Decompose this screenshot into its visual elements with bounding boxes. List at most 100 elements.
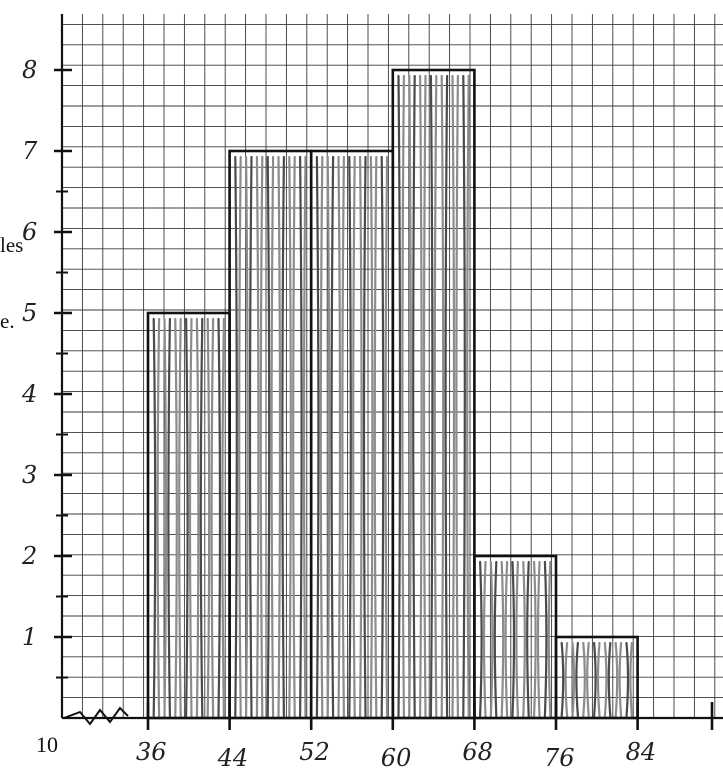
bar-shading-stroke xyxy=(292,155,296,718)
bar-shading-stroke xyxy=(326,155,331,718)
left-margin-fragment-1: les xyxy=(0,233,23,257)
x-tick-label: 44 xyxy=(217,744,249,772)
bar-shading-stroke xyxy=(618,641,623,718)
bar-shading-stroke xyxy=(536,560,541,718)
bar-shading-stroke xyxy=(352,155,356,718)
bar-shading-stroke xyxy=(504,560,509,718)
x-tick-label: 52 xyxy=(299,738,330,766)
y-axis-ticks: 1 2 3 4 5 6 7 8 xyxy=(21,56,72,679)
bar-shading-stroke xyxy=(412,74,416,718)
bar-shading-stroke xyxy=(625,641,630,718)
left-margin-fragment-2: e. xyxy=(0,309,15,333)
x-tick-label: 36 xyxy=(136,738,167,766)
bar-shading-stroke xyxy=(259,155,264,718)
y-tick-label: 6 xyxy=(22,218,37,246)
bar-shading-stroke xyxy=(167,317,171,718)
bar-shading-stroke xyxy=(341,155,345,718)
bar-shading-stroke xyxy=(489,560,494,718)
origin-label: 10 xyxy=(36,732,58,757)
bar-shading-stroke xyxy=(419,74,423,718)
y-tick-label: 5 xyxy=(22,299,37,327)
bar-shading-stroke xyxy=(582,641,586,718)
x-tick-label: 68 xyxy=(462,738,493,766)
y-tick-label: 8 xyxy=(22,56,37,84)
bar-shading-stroke xyxy=(614,641,619,718)
y-tick-label: 2 xyxy=(21,542,37,570)
bar-shading-stroke xyxy=(195,317,200,718)
bar-shading-stroke xyxy=(302,155,307,718)
bar-shading-stroke xyxy=(178,317,182,718)
bar-shading-stroke xyxy=(221,317,225,718)
bar-shading-stroke xyxy=(571,641,576,718)
histogram-bar-36-44 xyxy=(146,311,231,720)
bar-shading-stroke xyxy=(245,155,249,718)
bar-shading-stroke xyxy=(380,155,385,718)
bar-shading-stroke xyxy=(451,74,456,718)
bar-shading-stroke xyxy=(564,641,569,718)
bar-shading-stroke xyxy=(199,317,204,718)
bar-shading-stroke xyxy=(174,317,178,718)
bar-shading-stroke xyxy=(422,74,427,718)
bar-shading-stroke xyxy=(603,641,608,718)
bar-shading-stroke xyxy=(397,74,402,718)
bar-shading-stroke xyxy=(515,560,519,718)
bar-shading-stroke xyxy=(466,74,470,718)
histogram-bars xyxy=(146,68,639,720)
bar-shading-stroke xyxy=(315,155,320,718)
bar-shading-stroke xyxy=(511,560,516,718)
bar-shading-stroke xyxy=(522,560,526,718)
bar-shading-stroke xyxy=(206,317,211,718)
bar-shading-stroke xyxy=(444,74,449,718)
bar-shading-stroke xyxy=(156,317,161,718)
bar-shading-stroke xyxy=(330,155,335,718)
bar-shading-stroke xyxy=(288,155,292,718)
bar-shading-stroke xyxy=(543,560,548,718)
y-tick-label: 1 xyxy=(22,623,37,651)
histogram-bar-76-84 xyxy=(554,635,639,720)
axis-break-zigzag xyxy=(63,706,129,726)
bar-shading-stroke xyxy=(163,317,168,718)
bar-shading-stroke xyxy=(369,155,374,718)
y-tick-label: 4 xyxy=(21,380,37,408)
bar-shading-stroke xyxy=(533,560,537,718)
bar-shading-stroke xyxy=(248,155,253,718)
bar-shading-stroke xyxy=(337,155,342,718)
graph-paper-grid xyxy=(61,14,723,719)
bar-shading-stroke xyxy=(384,155,389,718)
bar-shading-stroke xyxy=(277,155,282,718)
bar-shading-stroke xyxy=(560,641,565,718)
bar-shading-stroke xyxy=(433,74,438,718)
bar-shading-stroke xyxy=(607,641,612,718)
bar-shading-stroke xyxy=(586,641,590,718)
bar-shading-stroke xyxy=(281,155,285,718)
bar-shading-stroke xyxy=(362,155,367,718)
bar-shading-stroke xyxy=(255,155,260,718)
bar-shading-stroke xyxy=(299,155,303,718)
bar-shading-stroke xyxy=(479,560,483,718)
bar-shading-stroke xyxy=(500,560,505,718)
histogram-bar-68-76 xyxy=(473,554,558,720)
bar-shading-stroke xyxy=(408,74,412,718)
bar-shading-stroke xyxy=(238,155,242,718)
bar-shading-stroke xyxy=(217,317,222,718)
histogram-bar-44-52 xyxy=(228,149,313,720)
bar-shading-stroke xyxy=(348,155,352,718)
bar-shading-stroke xyxy=(455,74,459,718)
bar-shading-stroke xyxy=(493,560,498,718)
x-axis-ticks: 36 44 52 60 68 76 84 xyxy=(136,702,714,772)
bar-shading-stroke xyxy=(373,155,378,718)
bar-shading-stroke xyxy=(429,74,434,718)
x-tick-label: 84 xyxy=(626,738,657,766)
x-tick-label: 76 xyxy=(544,744,575,772)
bar-shading-stroke xyxy=(629,641,633,718)
bar-shading-stroke xyxy=(210,317,215,718)
bar-shading-stroke xyxy=(462,74,466,718)
bar-shading-stroke xyxy=(596,641,601,718)
bar-shading-stroke xyxy=(359,155,363,718)
bar-shading-stroke xyxy=(266,155,271,718)
x-tick-label: 60 xyxy=(381,744,412,772)
histogram-bar-52-60 xyxy=(309,149,395,720)
bar-shading-stroke xyxy=(547,560,552,718)
bar-shading-stroke xyxy=(234,155,238,718)
